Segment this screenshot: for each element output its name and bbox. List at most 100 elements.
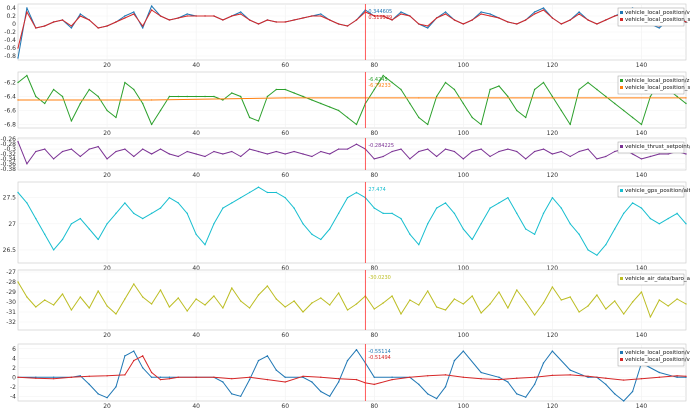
- y-tick-label: 27.5: [3, 195, 17, 202]
- data-point: [79, 375, 82, 377]
- data-point: [578, 88, 580, 91]
- data-point: [631, 301, 634, 303]
- series-line-1: [17, 75, 687, 125]
- data-point: [88, 375, 90, 377]
- x-tick-label: 60: [281, 403, 289, 410]
- data-point: [177, 202, 180, 204]
- data-point: [631, 116, 634, 119]
- data-point: [26, 11, 28, 13]
- y-tick-label: 0.4: [6, 5, 16, 12]
- series-line-1: [17, 186, 687, 256]
- data-point: [427, 393, 429, 395]
- series-line-2: [17, 9, 687, 49]
- data-point: [213, 95, 215, 98]
- data-point: [640, 377, 643, 380]
- y-tick-label: -0.8: [4, 53, 16, 60]
- data-point: [596, 294, 598, 296]
- y-tick-label: -30: [6, 299, 16, 306]
- legend[interactable]: vehicle_thrust_setpoint/xyz.02: [617, 141, 690, 154]
- data-point: [239, 196, 242, 199]
- legend-swatch: [620, 358, 623, 361]
- data-point: [587, 249, 589, 251]
- legend[interactable]: vehicle_gps_position/altitude_msl_m: [617, 185, 690, 198]
- data-point: [195, 298, 197, 300]
- data-point: [97, 145, 99, 148]
- data-point: [551, 196, 554, 199]
- y-tick-label: -4: [10, 393, 16, 400]
- panel-4: 20 40 60 80 100 120 140 27.5 27 26.5 vehicle_gps_p…: [3, 181, 690, 272]
- data-point: [231, 15, 233, 17]
- data-point: [453, 150, 456, 153]
- y-tick-label: -32: [6, 319, 16, 326]
- data-point: [26, 7, 28, 9]
- x-tick-label: 100: [458, 332, 470, 339]
- data-point: [79, 296, 82, 298]
- legend-entry: vehicle_local_position/vz: [625, 10, 690, 16]
- data-point: [293, 19, 295, 21]
- data-point: [150, 123, 153, 126]
- data-point: [52, 377, 55, 380]
- data-point: [52, 376, 55, 378]
- data-point: [329, 304, 331, 306]
- data-point: [444, 374, 447, 376]
- data-point: [106, 223, 108, 225]
- data-point: [284, 196, 286, 199]
- data-point: [79, 155, 82, 158]
- data-point: [35, 27, 37, 29]
- data-point: [444, 202, 447, 204]
- legend[interactable]: vehicle_air_data/baro_alt_meter: [617, 273, 690, 286]
- data-point: [150, 9, 153, 11]
- series-line-2: [18, 97, 686, 101]
- data-point: [17, 191, 19, 194]
- x-tick-label: 120: [547, 130, 559, 137]
- data-point: [409, 158, 411, 160]
- data-point: [293, 300, 295, 302]
- data-point: [569, 223, 571, 225]
- data-point: [373, 207, 375, 209]
- data-point: [427, 223, 429, 225]
- data-point: [186, 212, 188, 215]
- data-point: [141, 296, 144, 298]
- data-point: [578, 13, 580, 15]
- legend[interactable]: vehicle_local_position/vxvehicle_local_p…: [617, 347, 690, 367]
- data-point: [462, 228, 465, 230]
- data-point: [275, 298, 277, 300]
- data-point: [444, 386, 447, 388]
- data-point: [596, 158, 598, 160]
- legend-swatch: [620, 11, 623, 14]
- cursor-readout-value: -0.51494: [368, 355, 390, 361]
- data-point: [106, 158, 108, 160]
- data-point: [195, 376, 197, 378]
- data-point: [560, 150, 563, 153]
- data-point: [542, 362, 545, 364]
- data-point: [231, 393, 233, 395]
- data-point: [97, 393, 99, 395]
- data-point: [124, 355, 126, 357]
- panel-frame: [17, 269, 687, 331]
- data-point: [141, 27, 144, 29]
- data-point: [329, 19, 331, 21]
- data-point: [302, 153, 304, 155]
- legend-swatch: [620, 351, 623, 354]
- y-tick-label: -28: [6, 279, 16, 286]
- data-point: [70, 148, 73, 150]
- data-point: [35, 217, 37, 220]
- data-point: [141, 355, 144, 357]
- data-point: [311, 302, 313, 304]
- data-point: [533, 383, 536, 386]
- data-point: [524, 301, 527, 303]
- data-point: [453, 298, 456, 300]
- data-point: [427, 123, 429, 126]
- data-point: [676, 95, 678, 98]
- data-point: [106, 109, 108, 112]
- cursor-readout-value: -0.55114: [368, 349, 390, 355]
- data-point: [346, 196, 349, 199]
- data-point: [516, 377, 518, 379]
- data-point: [257, 294, 260, 296]
- data-point: [596, 23, 598, 25]
- legend[interactable]: vehicle_local_position/zvehicle_local_po…: [617, 75, 690, 95]
- data-point: [346, 309, 349, 311]
- data-point: [462, 303, 465, 305]
- data-point: [141, 25, 144, 27]
- legend[interactable]: vehicle_local_position/vzvehicle_local_p…: [617, 7, 690, 27]
